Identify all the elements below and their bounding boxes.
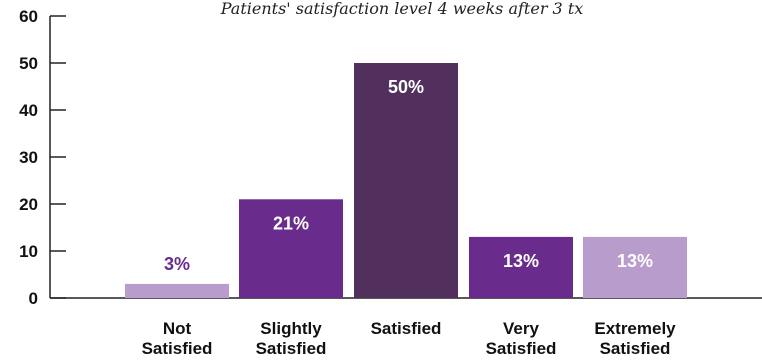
x-tick-label: Not	[163, 319, 192, 338]
y-tick-label: 30	[19, 148, 38, 167]
chart-title: Patients' satisfaction level 4 weeks aft…	[220, 0, 584, 18]
x-tick-label: Satisfied	[371, 319, 442, 338]
x-tick-label: Slightly	[260, 319, 322, 338]
y-tick-label: 40	[19, 101, 38, 120]
bar	[354, 63, 458, 298]
x-tick-label: Satisfied	[486, 339, 557, 358]
x-tick-label: Satisfied	[600, 339, 671, 358]
y-tick-label: 50	[19, 54, 38, 73]
data-label: 50%	[388, 77, 424, 97]
x-tick-label: Very	[503, 319, 539, 338]
bar	[239, 199, 343, 298]
x-tick-label: Satisfied	[256, 339, 327, 358]
y-tick-label: 0	[29, 289, 38, 308]
data-label: 21%	[273, 213, 309, 233]
data-label: 13%	[503, 251, 539, 271]
y-tick-label: 20	[19, 195, 38, 214]
bar	[469, 236, 573, 298]
bar-series	[125, 63, 687, 298]
bar	[125, 283, 229, 298]
bar	[583, 236, 687, 298]
x-tick-label: Satisfied	[142, 339, 213, 358]
data-label: 3%	[164, 254, 190, 274]
y-tick-label: 60	[19, 7, 38, 26]
data-label: 13%	[617, 251, 653, 271]
data-labels: 3% 21% 50% 13% 13%	[164, 77, 653, 274]
y-tick-label: 10	[19, 242, 38, 261]
x-tick-label: Extremely	[594, 319, 676, 338]
